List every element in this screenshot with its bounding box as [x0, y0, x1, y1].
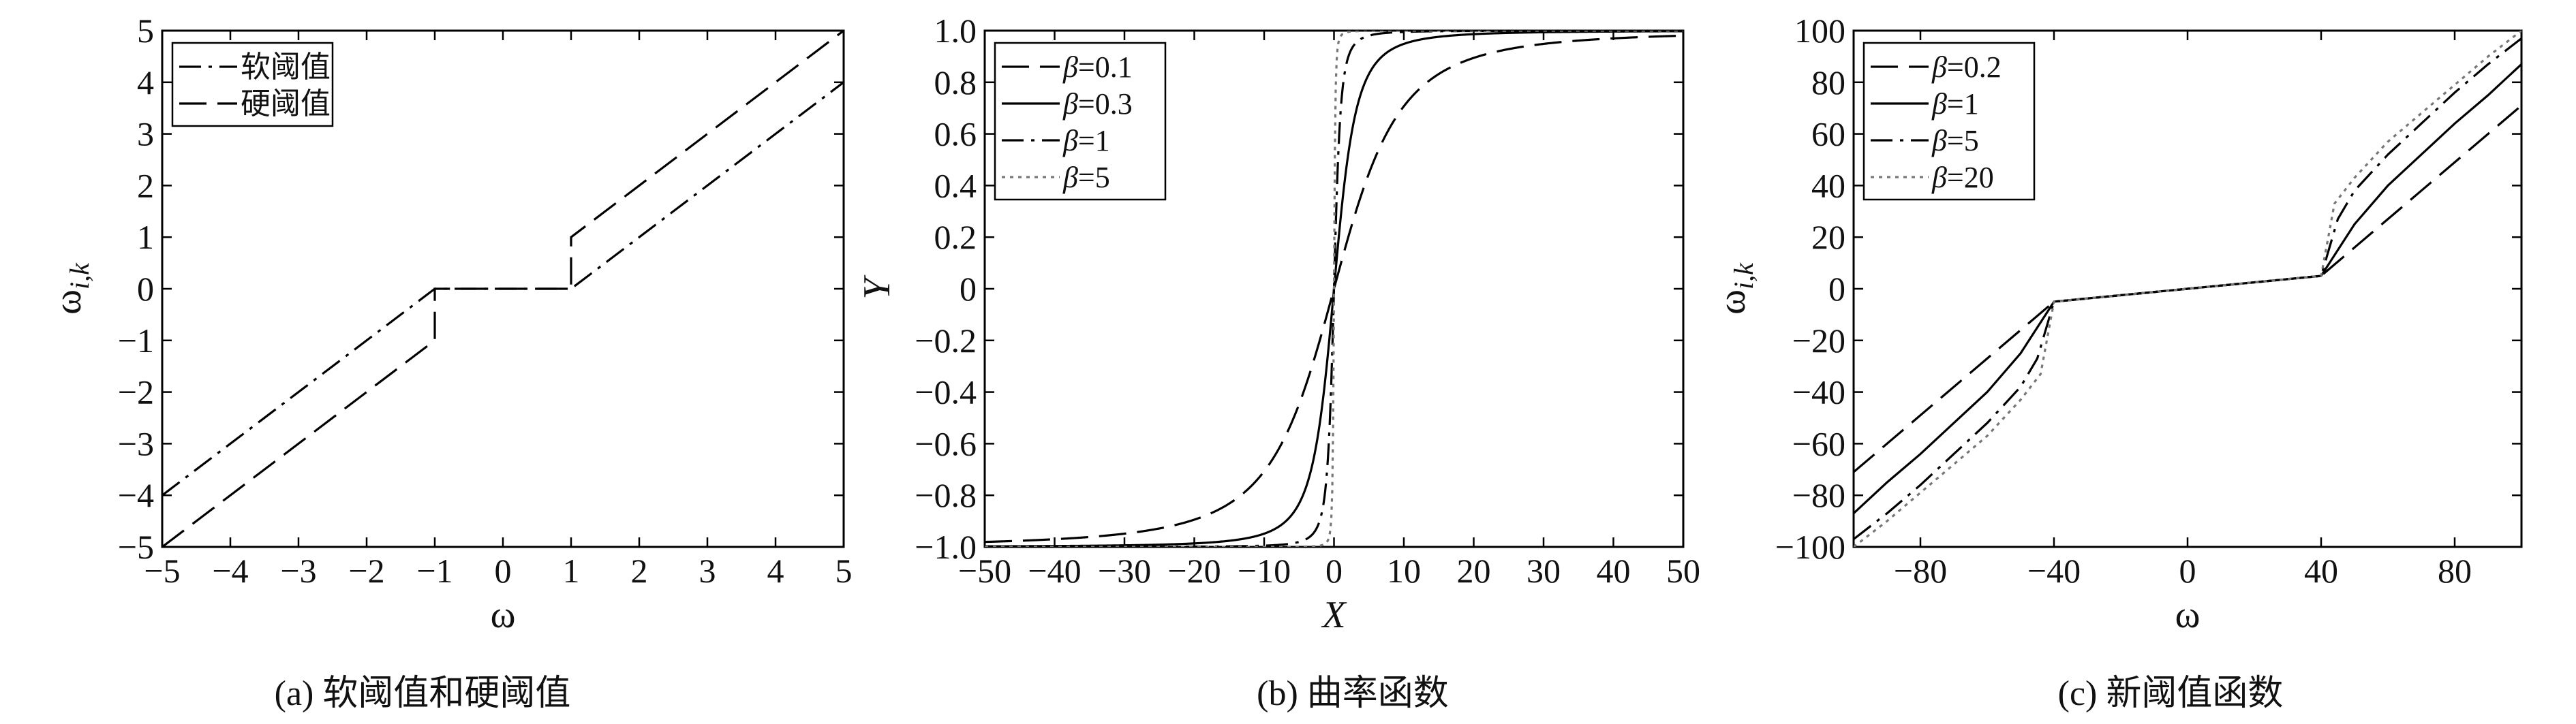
panel-c-new-threshold-function: −80 −40 0 40 80 −100 −80 −60 −40 −20 0 20 40 60 80 100 ω…: [1711, 12, 2523, 713]
y-tick-label: 80: [1811, 63, 1845, 101]
y-axis-label: ωi,k: [1711, 262, 1759, 315]
legend-label: β=0.1: [1062, 50, 1133, 84]
legend-box: [1862, 42, 2036, 201]
x-tick-label: −50: [958, 552, 1011, 590]
y-tick-label: 0.6: [934, 115, 977, 153]
y-tick-label: −60: [1792, 424, 1845, 462]
y-tick-label: 0: [137, 270, 154, 308]
x-tick-label: 20: [1457, 552, 1491, 590]
x-tick-label: 0: [495, 552, 512, 590]
y-axis-label: Y: [856, 274, 898, 300]
y-tick-label: −3: [118, 424, 154, 462]
legend-label: 硬阈值: [241, 87, 331, 121]
legend-label: 软阈值: [241, 50, 331, 84]
y-tick-label: 4: [137, 63, 154, 101]
y-tick-label: 1.0: [934, 12, 977, 50]
panel-caption: (a) 软阈值和硬阈值: [275, 674, 571, 713]
panel-b-curvature-function: −50 −40 −30 −20 −10 0 10 20 30 40 50 −1.0 −0.8 −0.6 −0…: [856, 12, 1700, 713]
series-line: [1854, 31, 2521, 547]
y-tick-label: 1: [137, 218, 154, 256]
legend: β=0.2β=1β=5 β=20: [1862, 42, 2036, 201]
x-tick-label: −20: [1167, 552, 1221, 590]
x-tick-label: −4: [212, 552, 248, 590]
x-tick-label: −1: [416, 552, 453, 590]
panel-caption: (b) 曲率函数: [1257, 674, 1449, 713]
y-tick-label: 40: [1811, 166, 1845, 204]
y-tick-label: 0.2: [934, 218, 977, 256]
series-line: [985, 31, 1683, 547]
y-tick-label: 60: [1811, 115, 1845, 153]
x-axis-label: X: [1321, 594, 1347, 636]
x-tick-label: 50: [1666, 552, 1700, 590]
legend-label: β=20: [1931, 161, 1994, 194]
y-tick-label: −0.4: [915, 373, 977, 411]
y-tick-label: 0: [1828, 270, 1845, 308]
x-tick-label: 80: [2438, 552, 2472, 590]
panel-a-soft-hard-threshold: −5 −4 −3 −2 −1 0 1 2 3 4 5 −5 −4 −3 −2 −1 0 1 2 3 4 5 ω ωi,k 软阈值…: [47, 12, 853, 713]
x-tick-label: 30: [1527, 552, 1561, 590]
legend-label: β=1: [1931, 87, 1979, 121]
x-tick-label: 2: [631, 552, 648, 590]
y-tick-label: −1: [118, 321, 154, 360]
y-tick-label: −40: [1792, 373, 1845, 411]
y-tick-label: −0.2: [915, 321, 977, 360]
legend-label: β=1: [1062, 124, 1110, 157]
x-tick-label: −40: [2027, 552, 2081, 590]
x-tick-label: 1: [563, 552, 580, 590]
y-tick-label: −80: [1792, 476, 1845, 514]
x-tick-label: −2: [348, 552, 384, 590]
x-tick-label: −5: [144, 552, 180, 590]
series-group: [162, 31, 844, 547]
x-tick-label: −30: [1098, 552, 1151, 590]
y-tick-label: −4: [118, 476, 154, 514]
y-tick-label: −0.6: [915, 424, 977, 462]
legend-label: β=5: [1931, 124, 1979, 157]
x-tick-label: −10: [1238, 552, 1291, 590]
y-tick-label: −100: [1775, 528, 1845, 566]
x-tick-label: 10: [1387, 552, 1421, 590]
x-tick-label: 4: [767, 552, 784, 590]
y-tick-label: −5: [118, 528, 154, 566]
x-tick-label: 3: [699, 552, 716, 590]
legend-label: β=0.2: [1931, 50, 2002, 84]
x-axis-label: ω: [491, 594, 516, 636]
y-tick-label: 0: [960, 270, 977, 308]
y-tick-label: 20: [1811, 218, 1845, 256]
legend-label: β=5: [1062, 161, 1110, 194]
x-tick-label: 40: [2304, 552, 2338, 590]
y-tick-label: −1.0: [915, 528, 977, 566]
y-tick-label: −20: [1792, 321, 1845, 360]
legend-label: β=0.3: [1062, 87, 1133, 121]
x-tick-label: −40: [1028, 552, 1081, 590]
y-tick-label: 5: [137, 12, 154, 50]
y-tick-label: 3: [137, 115, 154, 153]
y-axis-label: ωi,k: [47, 262, 95, 315]
legend-box: [994, 42, 1167, 201]
legend-box: [171, 42, 334, 127]
series-line: [985, 34, 1683, 544]
x-tick-label: −80: [1894, 552, 1947, 590]
legend: β=0.1β=0.3β=1 β=5: [994, 42, 1167, 201]
x-axis-label: ω: [2175, 594, 2201, 636]
x-tick-label: 5: [835, 552, 853, 590]
y-tick-label: −0.8: [915, 476, 977, 514]
series-group: [1854, 31, 2521, 547]
series-line: [162, 31, 844, 547]
panel-caption: (c) 新阈值函数: [2058, 674, 2284, 713]
y-tick-label: 0.4: [934, 166, 977, 204]
x-tick-label: −3: [280, 552, 316, 590]
y-tick-label: 0.8: [934, 63, 977, 101]
y-tick-label: 100: [1794, 12, 1845, 50]
x-tick-label: 0: [1325, 552, 1343, 590]
x-tick-label: 40: [1597, 552, 1631, 590]
series-line: [1854, 37, 2521, 540]
y-tick-label: −2: [118, 373, 154, 411]
y-tick-label: 2: [137, 166, 154, 204]
x-tick-label: 0: [2179, 552, 2196, 590]
series-group: [985, 31, 1683, 547]
